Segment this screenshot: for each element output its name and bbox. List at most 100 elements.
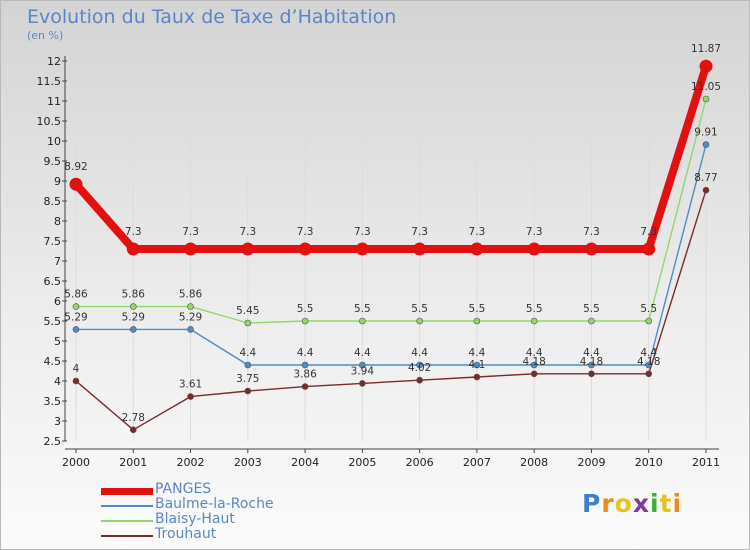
x-tick-label: 2003 xyxy=(234,456,262,469)
legend-label-panges: PANGES xyxy=(155,481,212,497)
data-point xyxy=(301,317,309,325)
chart-title: Evolution du Taux de Taxe d’Habitation xyxy=(27,6,397,28)
data-point xyxy=(702,141,710,148)
data-point xyxy=(699,59,713,73)
data-point xyxy=(187,326,194,333)
series-line xyxy=(76,144,707,366)
chart-subtitle: (en %) xyxy=(27,29,64,42)
y-tick-label: 11.5 xyxy=(37,75,62,88)
data-label: 3.75 xyxy=(236,373,259,385)
y-tick-label: 3.5 xyxy=(44,395,62,408)
logo-letter: o xyxy=(614,489,633,518)
data-point xyxy=(642,242,656,256)
data-point xyxy=(301,383,309,390)
data-point xyxy=(244,387,252,395)
data-label: 7.3 xyxy=(640,226,657,238)
data-label: 7.3 xyxy=(239,226,256,238)
data-point xyxy=(413,242,427,256)
data-label: 5.86 xyxy=(64,289,88,301)
y-tick-label: 9.5 xyxy=(44,155,62,168)
data-point xyxy=(588,370,595,378)
data-point xyxy=(187,393,194,400)
data-label: 5.45 xyxy=(236,305,259,317)
data-point xyxy=(129,426,137,434)
x-tick-label: 2010 xyxy=(635,456,663,469)
data-point xyxy=(355,242,369,256)
data-point xyxy=(473,317,481,325)
y-tick-label: 10 xyxy=(47,135,61,148)
y-tick-label: 4 xyxy=(54,375,61,388)
data-label: 7.3 xyxy=(354,226,371,238)
y-tick-label: 12 xyxy=(47,55,61,68)
y-tick-label: 3 xyxy=(54,415,61,428)
data-label: 4.4 xyxy=(411,347,428,359)
data-point xyxy=(702,95,710,103)
data-point xyxy=(645,361,653,369)
logo-letter: i xyxy=(672,489,683,518)
data-label: 4 xyxy=(73,363,80,375)
data-label: 7.3 xyxy=(583,226,600,238)
data-label: 3.86 xyxy=(293,369,317,381)
data-label: 5.5 xyxy=(583,303,600,315)
data-label: 5.29 xyxy=(179,311,202,323)
data-label: 5.5 xyxy=(297,303,314,315)
x-tick-label: 2004 xyxy=(291,456,319,469)
y-tick-label: 6.5 xyxy=(44,275,62,288)
data-label: 5.86 xyxy=(179,289,203,301)
x-tick-label: 2008 xyxy=(520,456,548,469)
y-tick-label: 8.5 xyxy=(44,195,62,208)
data-label: 8.92 xyxy=(64,161,87,173)
data-point xyxy=(241,242,255,256)
data-label: 4.4 xyxy=(526,347,543,359)
y-tick-label: 9 xyxy=(54,175,61,188)
legend-label-baulme: Baulme-la-Roche xyxy=(155,496,274,512)
data-point xyxy=(126,242,140,256)
data-point xyxy=(298,242,312,256)
data-point xyxy=(416,361,423,369)
data-label: 5.5 xyxy=(640,303,657,315)
x-tick-label: 2006 xyxy=(406,456,434,469)
y-tick-label: 5.5 xyxy=(44,315,62,328)
y-tick-label: 11 xyxy=(47,95,61,108)
data-point xyxy=(416,376,423,384)
data-point xyxy=(584,242,598,256)
data-label: 4.18 xyxy=(637,356,660,368)
data-point xyxy=(359,361,366,369)
data-label: 11.05 xyxy=(691,81,721,93)
series-group xyxy=(69,59,713,434)
data-point xyxy=(645,317,653,325)
logo-letter: t xyxy=(659,489,673,518)
x-tick-label: 2011 xyxy=(692,456,720,469)
x-tick-label: 2001 xyxy=(119,456,147,469)
data-point xyxy=(473,373,481,381)
data-label: 4.4 xyxy=(354,347,371,359)
data-label: 7.3 xyxy=(526,226,543,238)
legend-label-blaisy: Blaisy-Haut xyxy=(155,511,235,527)
x-tick-label: 2005 xyxy=(348,456,376,469)
data-label: 4.02 xyxy=(408,362,431,374)
data-point xyxy=(244,319,252,327)
data-point xyxy=(645,370,653,378)
data-point xyxy=(702,186,710,194)
logo-letter: P xyxy=(582,489,602,518)
data-point xyxy=(244,361,252,369)
data-label: 2.78 xyxy=(122,412,145,424)
axes: 2.5 3 3.5 4 4.5 5 5.5 6 6.5 7 7.5 8 8.5 9 9.5 10 10.5 11 1… xyxy=(37,55,721,469)
data-label: 7.3 xyxy=(469,226,486,238)
data-point xyxy=(129,326,137,333)
y-tick-label: 7 xyxy=(54,255,61,268)
data-label: 7.3 xyxy=(411,226,428,238)
y-tick-label: 10.5 xyxy=(37,115,62,128)
data-labels: 8.92 7.3 7.3 7.3 7.3 7.3 7.3 7.3 7.3 7.3 7.3 11.87 5… xyxy=(64,43,721,424)
data-label: 8.77 xyxy=(694,172,717,184)
data-label: 9.91 xyxy=(694,127,717,139)
data-label: 5.5 xyxy=(354,303,371,315)
legend-swatch-panges xyxy=(101,487,153,495)
y-tick-label: 5 xyxy=(54,335,61,348)
proxiti-logo: Proxiti xyxy=(582,489,682,518)
y-tick-label: 4.5 xyxy=(44,355,62,368)
data-label: 4.4 xyxy=(640,347,657,359)
data-label: 7.3 xyxy=(182,226,199,238)
legend-label-trouhaut: Trouhaut xyxy=(155,526,217,542)
